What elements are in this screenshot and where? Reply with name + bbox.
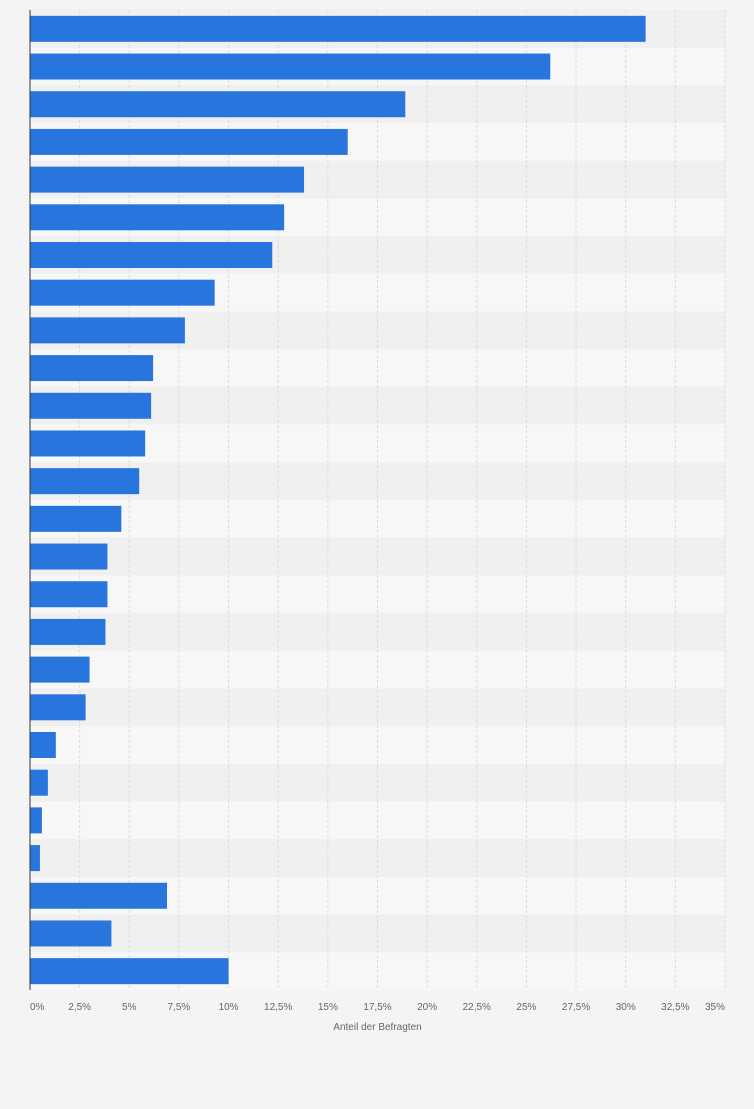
bar [30,581,108,608]
bar [30,166,305,193]
bar [30,355,154,382]
x-tick-label: 15% [318,1002,338,1013]
bar [30,807,42,834]
bar [30,317,185,344]
x-tick-label: 5% [122,1002,137,1013]
bar [30,15,646,42]
bar [30,920,112,947]
bar [30,958,229,985]
bar [30,128,348,155]
bar [30,242,273,268]
bar [30,732,56,758]
bar [30,204,285,231]
x-tick-label: 22,5% [463,1002,491,1013]
bar [30,91,406,118]
bar [30,53,551,80]
x-tick-label: 17,5% [363,1002,391,1013]
bar [30,656,90,683]
x-axis-title: Anteil der Befragten [333,1022,421,1033]
x-tick-labels: 0% 2,5% 5% 7,5% 10% 12,5% 15% 17,5% 20% 22,5% 25% 2… [30,1002,725,1013]
bar [30,505,122,532]
bar [30,468,140,495]
x-tick-label: 32,5% [661,1002,689,1013]
bar [30,392,152,419]
x-tick-label: 2,5% [68,1002,91,1013]
x-tick-label: 7,5% [168,1002,191,1013]
x-tick-label: 30% [616,1002,636,1013]
x-tick-label: 20% [417,1002,437,1013]
bars [30,15,646,985]
bar [30,845,40,872]
x-tick-label: 12,5% [264,1002,292,1013]
x-tick-label: 10% [219,1002,239,1013]
bar [30,882,168,909]
bar [30,694,86,721]
bar [30,769,48,796]
bar [30,618,106,645]
grid-lines [79,10,726,990]
bar [30,430,146,457]
x-tick-label: 0% [30,1002,45,1013]
bar [30,543,108,570]
bar [30,279,215,306]
x-tick-label: 35% [705,1002,725,1013]
x-tick-label: 25% [516,1002,536,1013]
x-tick-label: 27,5% [562,1002,590,1013]
